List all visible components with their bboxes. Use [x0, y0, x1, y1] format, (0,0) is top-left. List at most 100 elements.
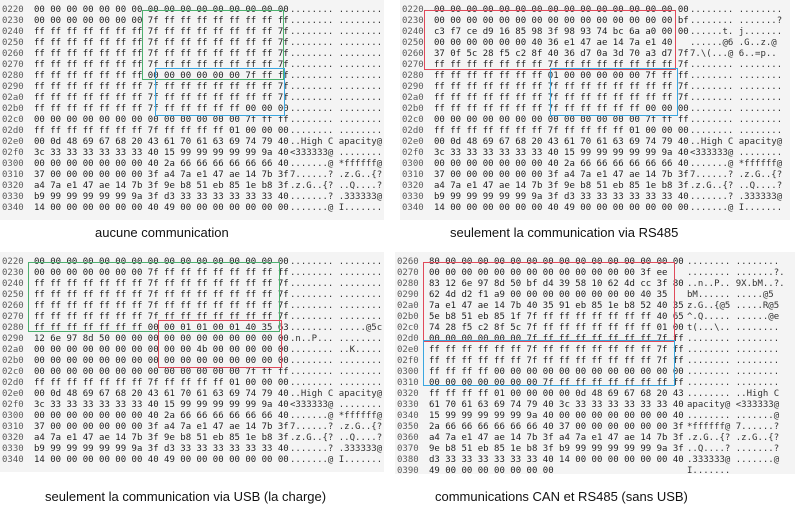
row-ascii: ........ ..High C	[687, 389, 780, 399]
row-offset: 0240	[2, 279, 24, 289]
row-ascii: .......@ *ffffff@	[690, 159, 783, 169]
row-offset: 0340	[2, 203, 24, 213]
row-ascii: .z.G..{? ..Q....?	[690, 181, 783, 191]
row-ascii: .......? .333333@	[690, 192, 783, 202]
dump-row: 0260 ff ff ff ff ff ff ff 7f ff ff ff ff …	[0, 300, 384, 313]
row-offset: 02a0	[2, 93, 24, 103]
row-offset: 0380	[397, 455, 419, 465]
row-offset: 0250	[2, 290, 24, 300]
row-ascii: ........ ........	[290, 290, 383, 300]
row-hex-bytes: d3 33 33 33 33 33 33 40 14 00 00 00 00 0…	[429, 455, 684, 465]
hexdump-panel-no-communication: 0220 00 00 00 00 00 00 00 00 00 00 00 00 …	[0, 0, 390, 250]
row-offset: 0290	[397, 290, 419, 300]
caption: aucune communication	[95, 225, 229, 240]
row-offset: 0270	[2, 312, 24, 322]
row-offset: 02f0	[2, 148, 24, 158]
row-offset: 0250	[402, 38, 424, 48]
row-offset: 0300	[2, 411, 24, 421]
row-ascii: .z.G..{? .z.G..{?	[687, 433, 780, 443]
dump-row: 02e0 00 0d 48 69 67 68 20 43 61 70 61 63 …	[0, 388, 384, 401]
row-hex-bytes: 00 00 00 00 00 00 00 7f ff ff ff ff ff f…	[429, 378, 684, 388]
dump-row: 0360 a4 7a e1 47 ae 14 7b 3f a4 7a e1 47 …	[395, 432, 795, 445]
row-offset: 02b0	[2, 104, 24, 114]
dump-row: 0330 b9 99 99 99 99 99 9a 3f d3 33 33 33 …	[400, 191, 790, 204]
row-ascii: ........ ........	[690, 115, 783, 125]
dump-row: 02a0 7a e1 47 ae 14 7b 40 35 91 eb 85 1e …	[395, 300, 795, 313]
row-ascii: ........ ........	[690, 104, 783, 114]
row-ascii: ........ ........	[290, 49, 383, 59]
row-hex-bytes: ff ff ff ff 00 00 00 00 00 00 00 00 00 0…	[429, 367, 684, 377]
dump-row: 0330 b9 99 99 99 99 99 9a 3f d3 33 33 33 …	[0, 191, 384, 204]
row-hex-bytes: ff ff ff ff ff ff ff 7f ff ff ff ff ff f…	[434, 93, 689, 103]
dump-row: 02f0 3c 33 33 33 33 33 33 40 15 99 99 99 …	[400, 147, 790, 160]
hexdump-view: 0220 00 00 00 00 00 00 00 00 00 00 00 00 …	[0, 0, 384, 220]
row-offset: 0230	[2, 16, 24, 26]
dump-row: 0330 61 70 61 63 69 74 79 40 3c 33 33 33 …	[395, 399, 795, 412]
row-ascii: .......@ *ffffff@	[290, 411, 383, 421]
row-offset: 0390	[397, 466, 419, 476]
row-offset: 0310	[2, 170, 24, 180]
row-offset: 0280	[2, 71, 24, 81]
dump-row: 02c0 00 00 00 00 00 00 00 00 00 00 00 00 …	[400, 114, 790, 127]
row-ascii: apacity@ <333333@	[687, 400, 780, 410]
row-hex-bytes: ff ff ff ff ff ff ff 7f ff ff ff ff ff f…	[34, 279, 289, 289]
row-ascii: 7.\(...@ 6..=p..	[690, 49, 777, 59]
hexdump-panel-rs485-only: 0220 00 00 00 00 00 00 00 00 00 00 00 00 …	[400, 0, 800, 250]
row-hex-bytes: 00 00 00 00 00 00 00 00 00 00 00 00 00 0…	[34, 356, 289, 366]
row-hex-bytes: ff ff ff ff ff ff ff 01 00 00 00 00 00 7…	[434, 71, 689, 81]
row-ascii: ........ ........	[290, 367, 383, 377]
row-ascii: .333333@ .......@	[687, 455, 780, 465]
row-hex-bytes: ff ff ff ff 01 00 00 00 00 0d 48 69 67 6…	[429, 389, 684, 399]
row-hex-bytes: 00 00 00 00 00 00 00 00 00 00 00 00 00 7…	[34, 115, 289, 125]
row-hex-bytes: 12 6e 97 8d 50 00 00 00 00 00 00 00 00 0…	[34, 334, 289, 344]
row-hex-bytes: 00 00 00 00 00 00 40 36 e1 47 ae 14 7a e…	[434, 38, 673, 48]
row-hex-bytes: a4 7a e1 47 ae 14 7b 3f 9e b8 51 eb 85 1…	[34, 433, 289, 443]
dump-row: 0330 b9 99 99 99 99 99 9a 3f d3 33 33 33 …	[0, 443, 384, 456]
row-ascii: ........ ........	[290, 16, 383, 26]
row-ascii: ........ ........	[687, 257, 780, 267]
dump-row: 0310 37 00 00 00 00 00 00 3f a4 7a e1 47 …	[0, 421, 384, 434]
row-ascii: ........ ........	[687, 378, 780, 388]
row-hex-bytes: 3c 33 33 33 33 33 33 40 15 99 99 99 99 9…	[34, 400, 289, 410]
row-offset: 0280	[402, 71, 424, 81]
row-ascii: ........ ........	[290, 378, 383, 388]
dump-row: 0300 ff ff ff ff 00 00 00 00 00 00 00 00 …	[395, 366, 795, 379]
row-ascii: .n..P... ........	[290, 334, 383, 344]
dump-row: 02b0 00 00 00 00 00 00 00 00 00 00 00 00 …	[0, 355, 384, 368]
row-offset: 0220	[402, 5, 424, 15]
row-hex-bytes: 00 0d 48 69 67 68 20 43 61 70 61 63 69 7…	[434, 137, 689, 147]
dump-row: 02c0 74 28 f5 c2 8f 5c 7f ff ff ff ff ff …	[395, 322, 795, 335]
row-ascii: ..Q....? .......?	[687, 444, 780, 454]
row-offset: 02f0	[397, 356, 419, 366]
row-hex-bytes: ff ff ff ff ff ff ff 7f ff ff ff ff ff f…	[34, 301, 289, 311]
row-hex-bytes: 14 00 00 00 00 00 00 40 49 00 00 00 00 0…	[34, 455, 289, 465]
row-offset: 0270	[2, 60, 24, 70]
row-hex-bytes: ff ff ff ff ff ff ff 7f ff ff ff ff ff 0…	[434, 104, 689, 114]
dump-row: 02d0 ff ff ff ff ff ff ff 7f ff ff ff ff …	[400, 125, 790, 138]
row-ascii: ........ ........	[290, 301, 383, 311]
row-ascii: *ffffff@ 7......?	[687, 422, 780, 432]
row-hex-bytes: 00 00 00 00 00 00 00 00 00 00 00 00 00 7…	[434, 115, 689, 125]
row-offset: 0360	[397, 433, 419, 443]
row-offset: 02e0	[397, 345, 419, 355]
row-ascii: ......@6 .G..z.@	[690, 38, 777, 48]
row-hex-bytes: 00 00 00 00 00 00 00 40 2a 66 66 66 66 6…	[434, 159, 689, 169]
row-hex-bytes: 37 0f 5c 28 f5 c2 8f 40 36 d7 0a 3d 70 a…	[434, 49, 689, 59]
row-ascii: .......@ I.......	[290, 455, 383, 465]
row-offset: 0300	[402, 159, 424, 169]
dump-row: 0230 00 00 00 00 00 00 00 7f ff ff ff ff …	[0, 267, 384, 280]
row-hex-bytes: 14 00 00 00 00 00 00 40 49 00 00 00 00 0…	[34, 203, 289, 213]
dump-row: 02c0 00 00 00 00 00 00 00 00 00 00 00 00 …	[0, 114, 384, 127]
row-offset: 02f0	[2, 400, 24, 410]
row-offset: 0320	[2, 433, 24, 443]
dump-row: 0260 37 0f 5c 28 f5 c2 8f 40 36 d7 0a 3d …	[400, 48, 790, 61]
row-ascii: ........ ........	[690, 5, 783, 15]
row-hex-bytes: c3 f7 ce d9 16 85 98 3f 98 93 74 bc 6a a…	[434, 27, 689, 37]
row-ascii: ........ ........	[690, 126, 783, 136]
row-hex-bytes: 37 00 00 00 00 00 00 3f a4 7a e1 47 ae 1…	[434, 170, 689, 180]
row-hex-bytes: ff ff ff ff ff ff ff 7f ff ff ff ff ff f…	[434, 82, 689, 92]
row-offset: 02f0	[402, 148, 424, 158]
row-offset: 0340	[397, 411, 419, 421]
row-offset: 0330	[402, 192, 424, 202]
dump-row: 0290 12 6e 97 8d 50 00 00 00 00 00 00 00 …	[0, 333, 384, 346]
